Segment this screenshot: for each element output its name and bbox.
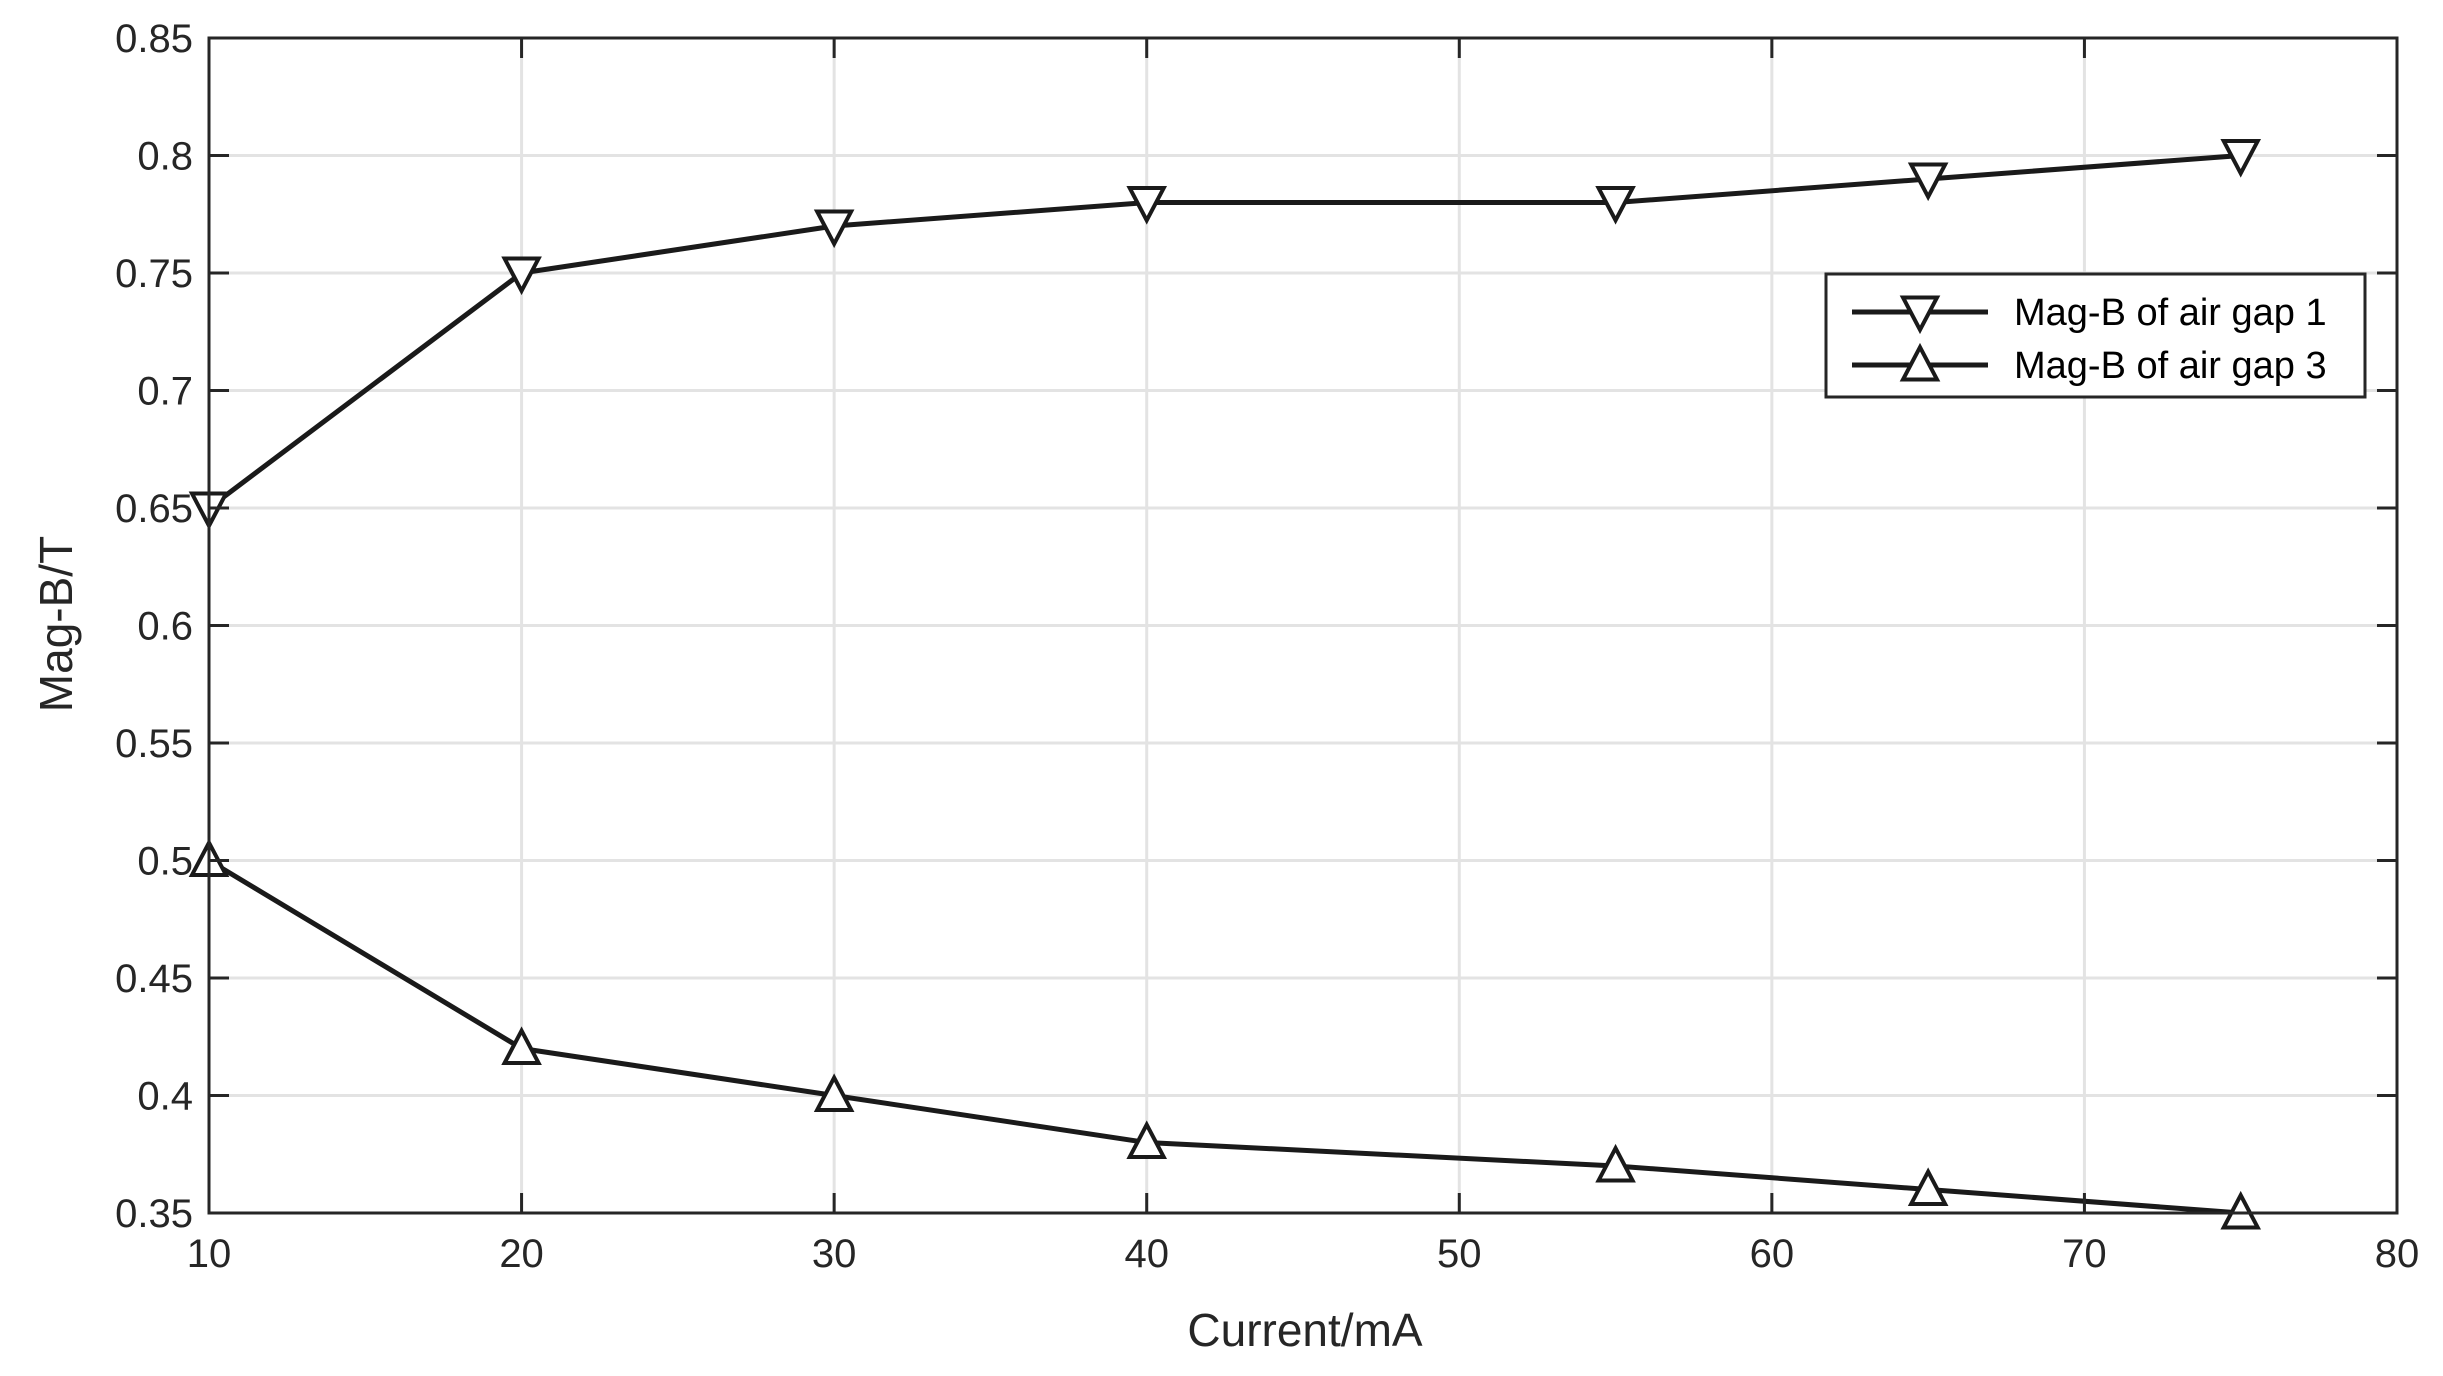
ticks: 10 20 30 40 50 60 70 80 0.35 0.4 0.45 0.5 0.55 0.6 0.6…	[115, 17, 2419, 1276]
series-layer	[188, 139, 2262, 1230]
legend-marker	[1899, 342, 1941, 382]
x-tick-label: 50	[1437, 1232, 1482, 1276]
data-point	[813, 209, 855, 249]
x-tick-label: 40	[1124, 1232, 1169, 1276]
data-point	[501, 256, 542, 296]
x-tick-label: 30	[812, 1232, 857, 1276]
grid	[207, 36, 2399, 1215]
x-tick-label: 10	[187, 1232, 232, 1276]
data-point	[501, 1026, 542, 1065]
y-tick-label: 0.35	[115, 1192, 193, 1236]
data-point	[1126, 1120, 1168, 1159]
data-point	[813, 1073, 855, 1112]
y-tick-label: 0.8	[137, 135, 193, 179]
y-tick-label: 0.85	[115, 17, 193, 61]
data-point	[1595, 1143, 1636, 1183]
data-point	[1126, 186, 1168, 225]
y-tick-label: 0.5	[137, 840, 193, 884]
legend-marker	[1899, 295, 1941, 335]
x-tick-label: 20	[499, 1232, 544, 1276]
data-point	[1907, 1167, 1949, 1206]
x-tick-label: 70	[2062, 1232, 2107, 1276]
data-point	[1907, 162, 1949, 202]
x-axis-label: Current/mA	[1187, 1304, 1422, 1356]
data-point	[2220, 139, 2262, 178]
y-tick-label: 0.65	[115, 487, 193, 531]
legend-item: Mag-B of air gap 3	[1852, 342, 2327, 387]
y-tick-label: 0.45	[115, 957, 193, 1001]
y-tick-label: 0.4	[137, 1075, 193, 1119]
x-tick-label: 60	[1750, 1232, 1795, 1276]
data-point	[1595, 186, 1636, 225]
legend-item: Mag-B of air gap 1	[1852, 292, 2327, 335]
series-2	[188, 838, 2262, 1230]
y-tick-label: 0.75	[115, 252, 193, 296]
data-point	[2220, 1190, 2262, 1230]
legend: Mag-B of air gap 1 Mag-B of air gap 3	[1824, 272, 2367, 399]
legend-label: Mag-B of air gap 1	[2014, 292, 2327, 334]
series-line	[207, 858, 2241, 1216]
y-tick-label: 0.6	[137, 605, 193, 649]
y-axis-label: Mag-B/T	[30, 536, 82, 712]
legend-label: Mag-B of air gap 3	[2014, 345, 2327, 387]
y-tick-label: 0.55	[115, 722, 193, 766]
y-tick-label: 0.7	[137, 370, 193, 414]
x-tick-label: 80	[2375, 1232, 2420, 1276]
series-1	[188, 139, 2262, 531]
